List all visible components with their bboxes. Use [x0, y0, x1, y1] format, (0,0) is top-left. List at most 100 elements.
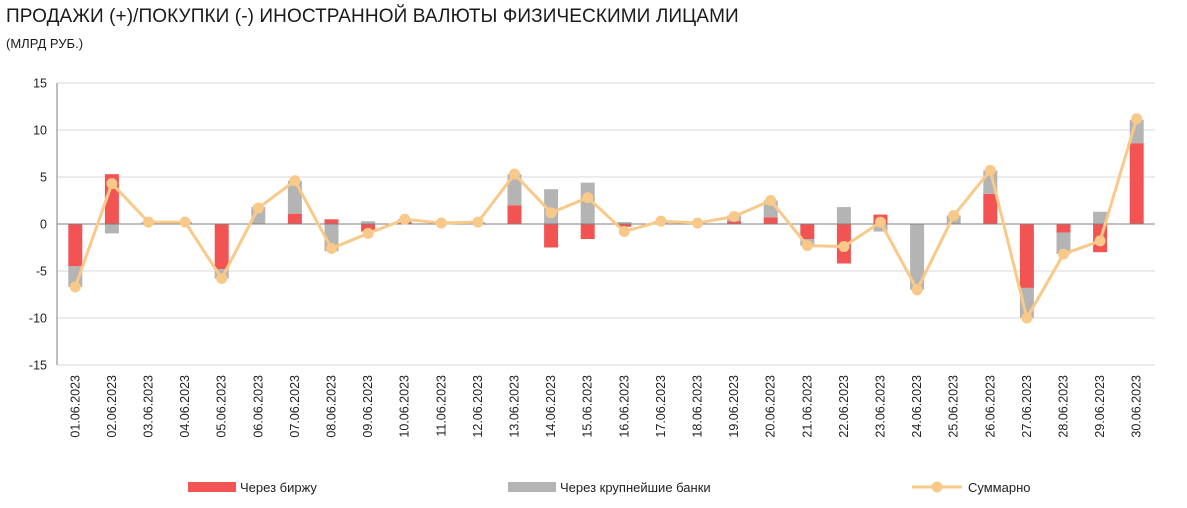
- y-tick-label: 0: [40, 218, 47, 232]
- legend-swatch: [188, 482, 236, 492]
- total-point: [179, 216, 191, 228]
- total-point: [875, 216, 886, 228]
- y-tick-label: -5: [36, 265, 47, 279]
- x-tick-label: 27.06.2023: [1020, 375, 1034, 438]
- bar-banks: [68, 266, 83, 287]
- total-point: [801, 240, 813, 252]
- total-point: [984, 164, 996, 176]
- x-tick-label: 09.06.2023: [361, 375, 375, 438]
- x-tick-label: 29.06.2023: [1093, 375, 1107, 438]
- x-tick-label: 12.06.2023: [471, 375, 485, 438]
- bar-exchange: [1056, 224, 1071, 233]
- x-tick-label: 13.06.2023: [508, 375, 522, 438]
- chart-title: ПРОДАЖИ (+)/ПОКУПКИ (-) ИНОСТРАННОЙ ВАЛЮ…: [6, 6, 739, 27]
- x-tick-label: 23.06.2023: [874, 375, 888, 438]
- total-point: [1094, 235, 1106, 247]
- total-series-line: [73, 118, 1139, 320]
- x-tick-label: 08.06.2023: [325, 375, 339, 438]
- x-tick-label: 19.06.2023: [727, 375, 741, 438]
- bar-exchange: [580, 224, 595, 240]
- legend-exchange: Через биржу: [188, 480, 317, 495]
- x-tick-label: 20.06.2023: [764, 375, 778, 438]
- x-tick-label: 24.06.2023: [910, 375, 924, 438]
- bar-exchange: [983, 193, 998, 224]
- x-tick-label: 22.06.2023: [837, 375, 851, 438]
- x-tick-label: 06.06.2023: [251, 375, 265, 438]
- bar-exchange: [287, 213, 302, 224]
- legend-label: Через биржу: [240, 480, 317, 495]
- total-point: [582, 192, 594, 204]
- bar-banks: [361, 221, 376, 224]
- legend-banks: Через крупнейшие банки: [508, 480, 711, 495]
- bar-exchange: [763, 217, 778, 224]
- x-tick-label: 17.06.2023: [654, 375, 668, 438]
- legend-label: Через крупнейшие банки: [560, 480, 711, 495]
- bar-exchange: [214, 224, 229, 270]
- total-point: [399, 213, 411, 225]
- bar-exchange: [727, 221, 742, 224]
- total-point: [728, 210, 740, 222]
- x-tick-label: 15.06.2023: [581, 375, 595, 438]
- bar-banks: [873, 224, 888, 232]
- bar-exchange: [617, 224, 632, 227]
- bar-exchange: [324, 219, 339, 224]
- total-point: [655, 215, 667, 227]
- y-tick-label: 10: [33, 124, 47, 138]
- y-tick-label: 15: [33, 77, 47, 91]
- x-tick-label: 04.06.2023: [178, 375, 192, 438]
- chart-subtitle: (МЛРД РУБ.): [6, 36, 84, 51]
- bar-banks: [580, 182, 595, 224]
- bar-banks: [617, 222, 632, 224]
- grid-lines: [57, 82, 1155, 366]
- x-axis-ticks: 01.06.2023 02.06.2023 03.06.2023 04.06.2023…: [68, 375, 1143, 438]
- total-point: [326, 242, 337, 254]
- legend: Через биржу Через крупнейшие банки Суммарн…: [188, 480, 1031, 495]
- zero-axis: [56, 83, 1155, 365]
- bar-banks: [1093, 211, 1108, 224]
- total-point: [545, 207, 557, 219]
- total-point: [948, 210, 960, 222]
- total-point: [362, 227, 374, 239]
- total-point: [289, 175, 301, 187]
- x-tick-label: 25.06.2023: [947, 375, 961, 438]
- bars: [68, 119, 1144, 318]
- x-tick-label: 03.06.2023: [142, 375, 156, 438]
- total-point: [216, 273, 228, 285]
- total-point: [618, 226, 630, 238]
- y-tick-label: -10: [29, 312, 47, 326]
- legend-swatch: [508, 482, 556, 492]
- total-point: [143, 216, 154, 228]
- y-tick-label: 5: [40, 171, 47, 185]
- total-point: [106, 178, 118, 190]
- total-point: [765, 195, 777, 206]
- x-tick-label: 02.06.2023: [105, 375, 119, 438]
- total-point: [1131, 113, 1143, 125]
- bar-banks: [910, 224, 925, 290]
- x-tick-label: 05.06.2023: [215, 375, 229, 438]
- total-point: [838, 241, 850, 253]
- bar-exchange: [361, 224, 376, 232]
- total-point: [435, 217, 447, 229]
- x-tick-label: 10.06.2023: [398, 375, 412, 438]
- y-axis-ticks: 15 10 5 0 -5 -10 -15: [29, 77, 47, 373]
- bar-exchange: [68, 224, 83, 267]
- legend-total: Суммарно: [912, 480, 1031, 495]
- legend-marker: [931, 481, 943, 493]
- x-tick-label: 01.06.2023: [68, 375, 82, 438]
- legend-label: Суммарно: [968, 480, 1031, 495]
- x-tick-label: 30.06.2023: [1130, 375, 1144, 438]
- total-point: [1021, 312, 1033, 324]
- total-point: [692, 217, 703, 229]
- x-tick-label: 26.06.2023: [983, 375, 997, 438]
- x-tick-label: 11.06.2023: [434, 375, 448, 437]
- total-line: [69, 113, 1143, 324]
- bar-exchange: [1129, 143, 1144, 224]
- y-tick-label: -15: [29, 359, 47, 373]
- bar-banks: [1056, 232, 1071, 255]
- total-point: [472, 216, 484, 228]
- x-tick-label: 16.06.2023: [617, 375, 631, 438]
- total-point: [69, 281, 81, 293]
- total-point: [911, 284, 923, 296]
- bar-banks: [836, 207, 851, 224]
- x-tick-label: 07.06.2023: [288, 375, 302, 438]
